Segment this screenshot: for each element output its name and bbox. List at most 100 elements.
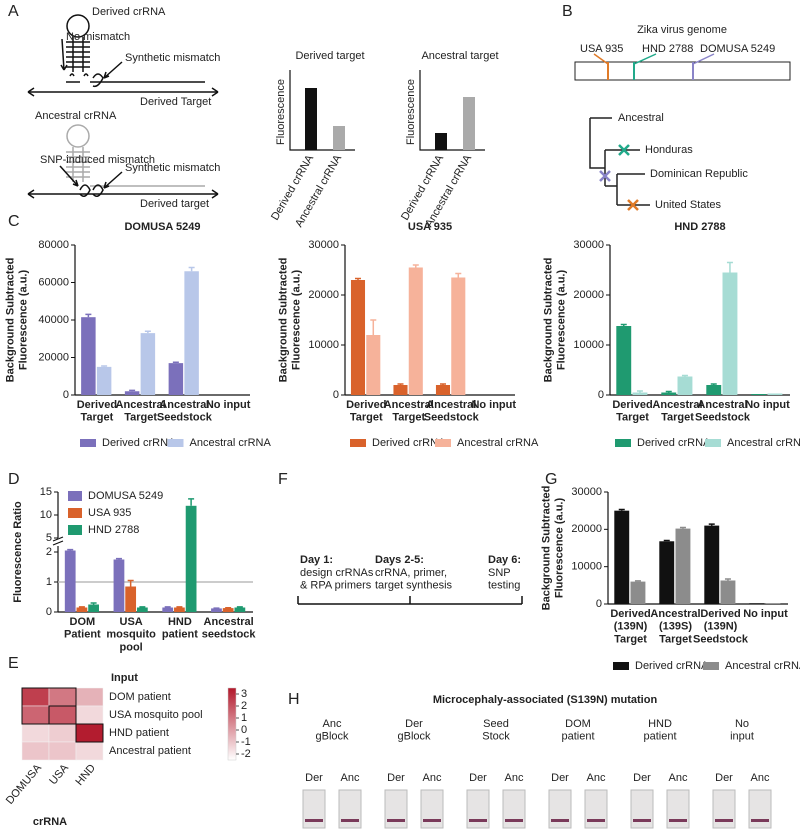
title: Microcephaly-associated (S139N) mutation — [433, 694, 658, 706]
strip-band — [633, 819, 651, 822]
legend-swatch — [703, 662, 719, 670]
test-strip — [420, 789, 444, 829]
label: Anc — [669, 772, 688, 784]
legend-swatch — [613, 662, 629, 670]
error-bar — [412, 264, 419, 268]
panel-label: E — [8, 655, 19, 672]
legend-label: Derived crRNA — [102, 437, 176, 449]
bar — [174, 607, 185, 612]
bar — [393, 385, 408, 395]
y-axis-label: Fluorescence Ratio — [12, 501, 24, 603]
bar — [704, 525, 720, 604]
y-tick-label: 0 — [596, 598, 602, 610]
x-tick-label: HND patient — [162, 616, 198, 641]
bar — [677, 376, 693, 395]
label: Der — [305, 772, 323, 784]
test-strip — [630, 789, 654, 829]
x-tick-label: Ancestral Target — [384, 399, 434, 424]
label: Derived Target — [140, 96, 211, 108]
legend-swatch — [68, 508, 82, 518]
label: Anc — [587, 772, 606, 784]
label: United States — [655, 199, 722, 211]
legend-swatch — [80, 439, 96, 447]
bar — [184, 271, 199, 395]
schematic-bar — [305, 88, 317, 150]
test-strip — [384, 789, 408, 829]
bar — [211, 608, 222, 612]
strip-band — [469, 819, 487, 822]
title: Zika virus genome — [637, 24, 727, 36]
error-bar — [681, 374, 688, 377]
error-bar — [129, 389, 136, 392]
label: USA 935 — [580, 43, 623, 55]
label: DOMUSA 5249 — [700, 43, 775, 55]
bar — [614, 510, 630, 604]
label: Synthetic mismatch — [125, 52, 220, 64]
y-tick-label: 30000 — [573, 239, 604, 251]
bar — [350, 280, 366, 395]
y-tick-label: 2 — [46, 546, 52, 558]
error-bar — [176, 606, 183, 608]
label: HND 2788 — [642, 43, 693, 55]
panel-label: A — [8, 3, 19, 20]
label: Der — [633, 772, 651, 784]
heatmap-cell — [75, 723, 104, 743]
legend-label: Ancestral crRNA — [190, 437, 272, 449]
x-tick-label: Derived (139N) Target — [610, 608, 650, 645]
legend-label: HND 2788 — [88, 524, 139, 536]
y-axis-label: Background SubtractedFluorescence (a.u.) — [541, 486, 566, 611]
error-bar — [634, 580, 641, 582]
y-tick-label: 30000 — [308, 239, 339, 251]
y-tick-label: 15 — [40, 486, 52, 498]
label: Fluorescence — [405, 79, 417, 145]
label: design crRNAs & RPA primers — [300, 567, 374, 592]
x-axis-label: crRNA — [33, 816, 67, 828]
timeline — [297, 596, 523, 605]
label: Days 2-5: — [375, 554, 424, 566]
heatmap-cell — [75, 741, 104, 761]
legend-label: Ancestral crRNA — [457, 437, 539, 449]
mutation-mark — [618, 144, 630, 156]
label: Der gBlock — [397, 718, 431, 743]
bar — [168, 363, 184, 395]
bar — [661, 392, 677, 395]
bar — [125, 586, 137, 612]
bar — [616, 326, 632, 395]
test-strip — [466, 789, 490, 829]
heatmap-cell — [21, 723, 50, 743]
label: Der — [551, 772, 569, 784]
legend-label: Ancestral crRNA — [727, 437, 800, 449]
bar — [136, 607, 148, 612]
label: Fluorescence — [275, 79, 287, 145]
y-tick-label: 0 — [63, 389, 69, 401]
bar — [140, 333, 156, 395]
legend-swatch — [68, 491, 82, 501]
x-tick-label: Ancestral seedstock — [202, 616, 257, 641]
heatmap-cell — [48, 741, 77, 761]
y-tick-label: 10000 — [571, 561, 602, 573]
strip-band — [387, 819, 405, 822]
x-tick-label: Ancestral (139S) Target — [650, 608, 700, 645]
error-bar — [439, 383, 446, 385]
label: No mismatch — [66, 31, 130, 43]
chart-title: DOMUSA 5249 — [124, 221, 200, 233]
axis-break — [52, 536, 64, 546]
label: Derived target — [295, 50, 364, 62]
bar — [113, 559, 125, 612]
y-axis-label: Background SubtractedFluorescence (a.u.) — [5, 258, 30, 383]
bar — [162, 607, 174, 612]
error-bar — [455, 272, 462, 278]
error-bar — [665, 390, 672, 393]
heatmap-cell — [75, 705, 104, 725]
strip-band — [423, 819, 441, 822]
error-bar — [78, 606, 85, 608]
test-strip — [748, 789, 772, 829]
bar — [751, 394, 767, 395]
bar — [185, 505, 197, 612]
column-label: USA — [47, 762, 71, 788]
label: Anc — [505, 772, 524, 784]
error-bar — [139, 606, 146, 608]
schematic-bar — [333, 126, 345, 150]
x-tick-label: Ancestral Target — [116, 399, 166, 424]
label: Der — [715, 772, 733, 784]
